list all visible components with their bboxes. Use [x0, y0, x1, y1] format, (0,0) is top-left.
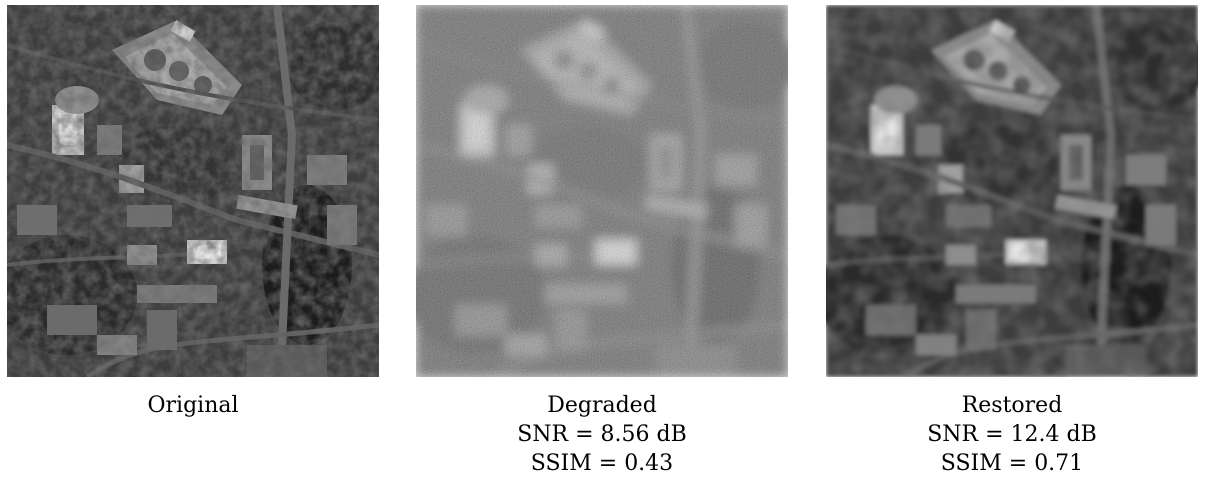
original-image [7, 5, 379, 377]
restored-image [826, 5, 1198, 377]
ssim-value: SSIM = 0.43 [530, 451, 674, 476]
caption-restored: Restored SNR = 12.4 dB SSIM = 0.71 [826, 391, 1198, 478]
caption-title: Original [147, 393, 239, 418]
snr-value: SNR = 12.4 dB [927, 422, 1097, 447]
caption-original: Original [7, 391, 379, 420]
caption-title: Restored [961, 393, 1063, 418]
caption-title: Degraded [547, 393, 657, 418]
caption-degraded: Degraded SNR = 8.56 dB SSIM = 0.43 [416, 391, 788, 478]
snr-value: SNR = 8.56 dB [517, 422, 687, 447]
ssim-value: SSIM = 0.71 [940, 451, 1084, 476]
degraded-image [416, 5, 788, 377]
